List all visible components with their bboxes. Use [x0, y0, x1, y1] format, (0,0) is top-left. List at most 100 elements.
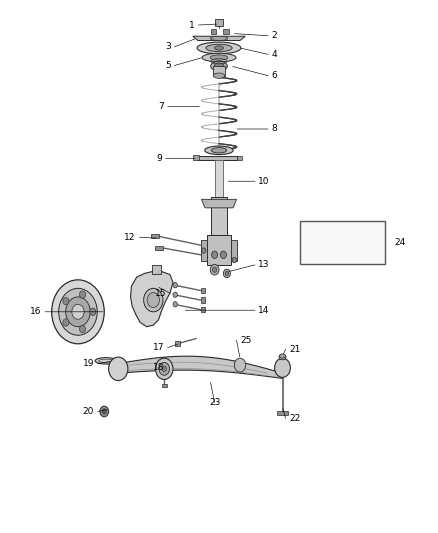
Text: 4: 4 [272, 50, 277, 59]
Circle shape [100, 406, 109, 417]
Ellipse shape [206, 44, 232, 52]
Circle shape [162, 366, 166, 372]
Text: 2: 2 [272, 31, 277, 40]
Circle shape [113, 362, 124, 376]
Polygon shape [131, 270, 173, 327]
Ellipse shape [279, 354, 286, 358]
Bar [223, 29, 229, 34]
Text: 7: 7 [159, 102, 164, 111]
Polygon shape [197, 156, 237, 160]
Bar [215, 160, 223, 197]
Ellipse shape [213, 73, 225, 78]
Text: 10: 10 [258, 177, 270, 185]
Ellipse shape [279, 354, 286, 360]
Text: 9: 9 [156, 154, 162, 163]
Bar [201, 297, 205, 303]
Bar [213, 66, 225, 76]
Text: 6: 6 [272, 71, 277, 80]
Circle shape [345, 225, 356, 238]
Polygon shape [118, 356, 283, 378]
Bar [201, 288, 205, 293]
Ellipse shape [173, 282, 177, 288]
Circle shape [348, 229, 353, 235]
Text: 16: 16 [30, 308, 42, 316]
Text: 20: 20 [83, 407, 94, 416]
Bar [215, 19, 223, 26]
Circle shape [352, 244, 362, 257]
Ellipse shape [202, 53, 236, 62]
Circle shape [63, 297, 69, 305]
Circle shape [147, 293, 159, 308]
Bar [152, 265, 161, 274]
Circle shape [278, 362, 287, 373]
Ellipse shape [211, 61, 227, 71]
Ellipse shape [95, 358, 117, 364]
Text: 1: 1 [189, 21, 195, 29]
Text: 14: 14 [258, 306, 270, 314]
Text: 15: 15 [155, 289, 166, 297]
Ellipse shape [214, 63, 224, 69]
Circle shape [155, 358, 173, 379]
Ellipse shape [215, 46, 223, 50]
Circle shape [59, 288, 97, 335]
Circle shape [66, 297, 90, 327]
Text: 25: 25 [240, 336, 251, 344]
Bar [211, 197, 227, 235]
Bar [211, 29, 216, 34]
Text: 13: 13 [258, 261, 270, 269]
Circle shape [159, 362, 170, 375]
Circle shape [90, 308, 96, 316]
Bar [309, 225, 316, 229]
Ellipse shape [211, 148, 227, 153]
Bar [162, 384, 167, 387]
Bar [237, 156, 242, 160]
Circle shape [232, 257, 237, 263]
Circle shape [80, 291, 86, 298]
Ellipse shape [210, 55, 228, 60]
Circle shape [225, 271, 229, 276]
Text: 18: 18 [153, 364, 164, 372]
Circle shape [201, 248, 206, 253]
Text: 24: 24 [394, 238, 406, 247]
Circle shape [72, 304, 84, 319]
Ellipse shape [197, 42, 241, 54]
Bar [193, 155, 199, 160]
Circle shape [220, 251, 226, 259]
Bar [207, 235, 231, 265]
Circle shape [109, 357, 128, 381]
Text: 12: 12 [124, 233, 136, 241]
Polygon shape [201, 199, 237, 208]
Text: 22: 22 [289, 414, 300, 423]
Ellipse shape [173, 292, 177, 297]
Bar [151, 234, 159, 238]
Bar [300, 221, 385, 264]
Text: 21: 21 [289, 345, 300, 353]
Bar [231, 240, 237, 261]
Polygon shape [193, 36, 245, 41]
Text: 23: 23 [209, 398, 220, 407]
Text: 8: 8 [272, 125, 277, 133]
Circle shape [80, 325, 86, 333]
Text: 17: 17 [153, 343, 164, 352]
Text: 3: 3 [165, 43, 171, 51]
Circle shape [234, 358, 246, 372]
Circle shape [144, 288, 163, 312]
Text: 19: 19 [83, 359, 94, 368]
Circle shape [63, 319, 69, 326]
Ellipse shape [210, 36, 228, 41]
Circle shape [116, 366, 121, 372]
Circle shape [237, 361, 243, 369]
Circle shape [210, 264, 219, 275]
Bar [201, 240, 207, 261]
Circle shape [102, 409, 106, 414]
Bar [201, 307, 205, 312]
Circle shape [223, 269, 230, 278]
Circle shape [212, 251, 218, 259]
Circle shape [212, 267, 217, 272]
Circle shape [52, 280, 104, 344]
Ellipse shape [205, 146, 233, 155]
Ellipse shape [173, 302, 177, 307]
Bar [277, 411, 288, 415]
Text: 5: 5 [165, 61, 171, 70]
Bar [155, 246, 163, 250]
